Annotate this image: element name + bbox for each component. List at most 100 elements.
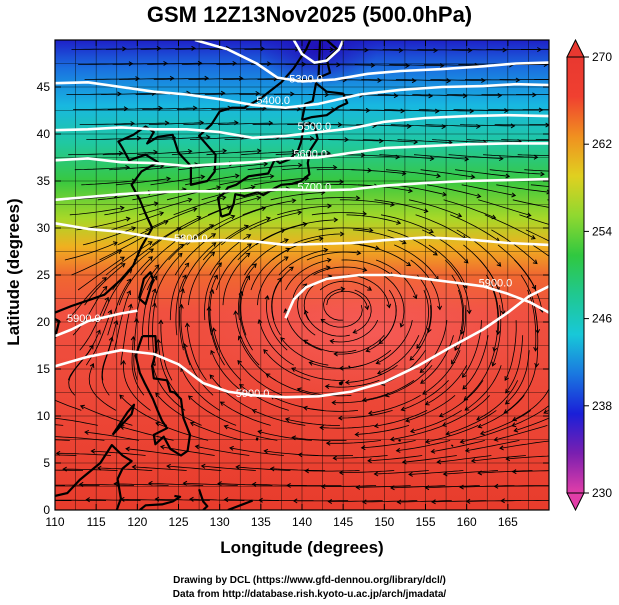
streamline <box>166 186 221 201</box>
streamline-arrow <box>147 241 153 246</box>
streamline <box>320 64 375 66</box>
streamline-arrow <box>511 469 517 475</box>
coastline <box>139 494 182 510</box>
streamline <box>263 349 311 381</box>
streamline <box>455 169 510 177</box>
streamline <box>397 500 452 503</box>
streamline-arrow <box>429 228 434 234</box>
streamline-arrow <box>112 241 118 246</box>
streamline-arrow <box>431 499 436 505</box>
streamline <box>437 455 492 463</box>
colorbar-tick-label: 262 <box>592 137 612 151</box>
streamline <box>443 470 499 475</box>
streamline-arrow <box>504 376 509 381</box>
coastline <box>55 444 133 510</box>
streamline <box>392 184 447 196</box>
streamline-arrow <box>96 465 102 471</box>
streamline <box>530 184 549 187</box>
streamline-arrow <box>125 446 130 452</box>
streamline <box>491 229 538 264</box>
streamline <box>492 305 502 366</box>
streamline <box>258 430 312 441</box>
streamline <box>135 264 160 321</box>
streamline-arrow <box>466 309 472 315</box>
streamline <box>259 138 314 140</box>
streamline-arrow <box>426 328 432 334</box>
streamline <box>413 154 469 160</box>
streamline <box>315 109 370 111</box>
streamline <box>494 425 548 441</box>
streamline-arrow <box>361 397 367 403</box>
streamline-arrow <box>323 247 329 253</box>
streamline-arrow <box>459 329 465 335</box>
streamline-arrow <box>291 149 297 155</box>
streamline-arrow <box>239 75 244 81</box>
streamline <box>283 219 338 231</box>
streamline <box>412 94 467 97</box>
streamline-arrow <box>338 470 344 476</box>
streamline <box>478 395 525 428</box>
streamline-arrow <box>377 77 382 83</box>
streamline-arrow <box>398 47 404 53</box>
streamline <box>425 124 480 127</box>
streamline <box>176 107 232 110</box>
streamline-arrow <box>331 400 336 406</box>
streamline-arrow <box>297 452 303 458</box>
streamline-arrow <box>127 303 133 309</box>
x-tick-label: 125 <box>168 515 188 529</box>
streamline-arrow <box>153 201 159 207</box>
streamline <box>422 229 469 264</box>
streamline-arrow <box>237 359 242 365</box>
streamline <box>328 500 383 502</box>
streamline <box>326 290 368 310</box>
streamline-arrow <box>498 156 504 162</box>
streamline <box>325 379 380 388</box>
streamline-arrow <box>90 448 96 454</box>
streamline <box>527 63 549 65</box>
streamline <box>270 192 325 201</box>
streamline <box>451 49 507 51</box>
y-axis-label: Latitude (degrees) <box>4 198 23 346</box>
streamline <box>188 395 237 426</box>
streamline-arrow <box>408 188 413 194</box>
streamline <box>425 365 468 405</box>
streamline-arrow <box>258 497 263 503</box>
streamline <box>56 452 112 456</box>
streamline <box>157 339 179 396</box>
streamline-arrow <box>252 263 257 269</box>
streamline-arrow <box>441 422 447 427</box>
streamline <box>298 454 354 457</box>
streamline-arrow <box>62 466 67 472</box>
streamline <box>291 367 345 381</box>
streamline-arrow <box>158 319 164 325</box>
streamline-arrow <box>355 195 361 201</box>
streamline <box>382 274 405 328</box>
streamline-arrow <box>436 173 441 179</box>
streamline <box>410 410 462 432</box>
streamline <box>524 169 549 172</box>
streamline <box>306 251 361 261</box>
streamline <box>120 498 176 501</box>
streamline-arrow <box>246 234 252 239</box>
streamline-arrow <box>245 275 251 281</box>
streamline <box>389 64 444 66</box>
streamline-arrow <box>120 256 125 261</box>
x-tick-label: 120 <box>127 515 147 529</box>
streamline <box>499 440 549 449</box>
streamline <box>334 334 385 355</box>
streamline <box>382 49 438 51</box>
streamline-arrow <box>492 346 498 352</box>
streamline <box>462 335 489 390</box>
streamline <box>333 455 388 459</box>
streamline <box>374 410 428 427</box>
streamline-arrow <box>192 207 198 212</box>
contour-label: 5600.0 <box>293 149 327 161</box>
streamline <box>355 425 410 435</box>
streamline <box>189 498 245 501</box>
streamline-arrow <box>400 406 406 412</box>
contour-label: 5700.0 <box>298 181 332 193</box>
streamline-arrow <box>445 430 451 436</box>
streamline-arrow <box>373 471 379 477</box>
streamline <box>450 214 500 242</box>
streamline <box>239 291 253 351</box>
